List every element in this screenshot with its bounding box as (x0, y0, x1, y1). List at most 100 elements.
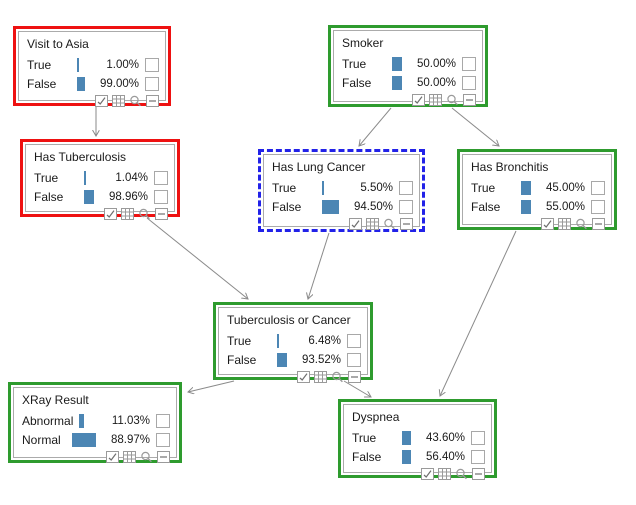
evidence-checkbox[interactable] (591, 180, 605, 195)
node-has-bronchitis[interactable]: Has Bronchitis True 45.00% False 55.00% (457, 149, 617, 230)
states: True 1.04% False 98.96% (34, 168, 168, 206)
node-has-tuberculosis[interactable]: Has Tuberculosis True 1.04% False 98.96% (20, 139, 180, 220)
node-tuberculosis-or-cancer[interactable]: Tuberculosis or Cancer True 6.48% False … (213, 302, 373, 383)
collapse-node-button[interactable] (347, 370, 361, 383)
collapse-node-button[interactable] (156, 450, 170, 463)
minus-icon (154, 207, 168, 220)
evidence-checkbox[interactable] (145, 57, 159, 72)
set-evidence-button[interactable] (94, 94, 108, 107)
set-evidence-button[interactable] (411, 93, 425, 106)
zoom-node-button[interactable] (137, 207, 151, 220)
set-evidence-button[interactable] (348, 217, 362, 230)
probability-bar (402, 449, 411, 464)
state-row: False 99.00% (27, 74, 159, 93)
node-body: Has Lung Cancer True 5.50% False 94.50% (263, 154, 420, 230)
probability-bar-track (521, 199, 531, 214)
show-table-button[interactable] (111, 94, 125, 107)
evidence-checkbox[interactable] (462, 75, 476, 90)
node-xray-result[interactable]: XRay Result Abnormal 11.03% Normal 88.97… (8, 382, 182, 463)
node-smoker[interactable]: Smoker True 50.00% False 50.00% (328, 25, 488, 107)
probability-value: 98.96% (108, 190, 148, 203)
edge-has-tuberculosis-to-tuberculosis-or-cancer[interactable] (146, 217, 248, 299)
zoom-node-button[interactable] (574, 217, 588, 230)
edge-has-bronchitis-to-dyspnea[interactable] (440, 230, 517, 396)
edge-has-lung-cancer-to-tuberculosis-or-cancer[interactable] (308, 232, 330, 299)
set-evidence-button[interactable] (103, 207, 117, 220)
probability-value: 56.40% (425, 450, 465, 463)
collapse-node-button[interactable] (462, 93, 476, 106)
show-table-button[interactable] (437, 467, 451, 480)
set-evidence-button[interactable] (296, 370, 310, 383)
minus-icon (347, 370, 361, 383)
probability-bar (84, 170, 86, 185)
minus-icon (471, 467, 485, 480)
zoom-node-button[interactable] (445, 93, 459, 106)
state-row: True 43.60% (352, 428, 485, 447)
probability-value: 6.48% (308, 334, 341, 347)
node-toolbar (471, 216, 605, 231)
show-table-button[interactable] (120, 207, 134, 220)
node-toolbar (352, 466, 485, 481)
show-table-button[interactable] (557, 217, 571, 230)
evidence-checkbox[interactable] (471, 430, 485, 445)
probability-bar (402, 430, 411, 445)
evidence-checkbox[interactable] (399, 199, 413, 214)
evidence-checkbox[interactable] (347, 333, 361, 348)
zoom-node-button[interactable] (139, 450, 153, 463)
probability-bar-track (322, 199, 339, 214)
collapse-node-button[interactable] (471, 467, 485, 480)
evidence-checkbox[interactable] (154, 170, 168, 185)
evidence-checkbox[interactable] (462, 56, 476, 71)
zoom-node-button[interactable] (128, 94, 142, 107)
state-row: False 55.00% (471, 197, 605, 216)
collapse-node-button[interactable] (145, 94, 159, 107)
zoom-node-button[interactable] (454, 467, 468, 480)
evidence-checkbox[interactable] (347, 352, 361, 367)
magnifier-icon (455, 468, 467, 479)
state-row: False 56.40% (352, 447, 485, 466)
collapse-node-button[interactable] (154, 207, 168, 220)
probability-bar-track (402, 449, 411, 464)
magnifier-icon (446, 94, 458, 105)
edge-smoker-to-has-bronchitis[interactable] (451, 107, 499, 146)
node-toolbar (227, 369, 361, 384)
state-row: False 98.96% (34, 187, 168, 206)
evidence-checkbox[interactable] (399, 180, 413, 195)
show-table-button[interactable] (365, 217, 379, 230)
evidence-checkbox[interactable] (154, 189, 168, 204)
node-visit-to-asia[interactable]: Visit to Asia True 1.00% False 99.00% (13, 26, 171, 107)
collapse-node-button[interactable] (591, 217, 605, 230)
evidence-checkbox[interactable] (156, 413, 170, 428)
node-has-lung-cancer[interactable]: Has Lung Cancer True 5.50% False 94.50% (258, 149, 425, 232)
probability-value: 55.00% (545, 200, 585, 213)
node-title: Visit to Asia (27, 37, 89, 51)
show-table-button[interactable] (122, 450, 136, 463)
zoom-node-button[interactable] (382, 217, 396, 230)
collapse-node-button[interactable] (399, 217, 413, 230)
evidence-checkbox[interactable] (156, 432, 170, 447)
state-row: Abnormal 11.03% (22, 411, 170, 430)
show-table-button[interactable] (313, 370, 327, 383)
evidence-checkbox[interactable] (471, 449, 485, 464)
checkbox-icon (103, 207, 117, 220)
grid-icon (437, 467, 451, 480)
node-title: XRay Result (22, 393, 89, 407)
evidence-checkbox[interactable] (591, 199, 605, 214)
state-label: False (272, 199, 302, 214)
states: True 1.00% False 99.00% (27, 55, 159, 93)
evidence-checkbox[interactable] (145, 76, 159, 91)
show-table-button[interactable] (428, 93, 442, 106)
set-evidence-button[interactable] (105, 450, 119, 463)
edge-smoker-to-has-lung-cancer[interactable] (359, 107, 392, 146)
edge-tuberculosis-or-cancer-to-xray-result[interactable] (188, 380, 235, 392)
edge-tuberculosis-or-cancer-to-dyspnea[interactable] (343, 380, 371, 397)
node-dyspnea[interactable]: Dyspnea True 43.60% False 56.40% (338, 399, 497, 481)
states: True 43.60% False 56.40% (352, 428, 485, 466)
set-evidence-button[interactable] (540, 217, 554, 230)
probability-bar-track (402, 430, 411, 445)
set-evidence-button[interactable] (420, 467, 434, 480)
zoom-node-button[interactable] (330, 370, 344, 383)
state-label: True (27, 57, 52, 72)
magnifier-icon (331, 371, 343, 382)
